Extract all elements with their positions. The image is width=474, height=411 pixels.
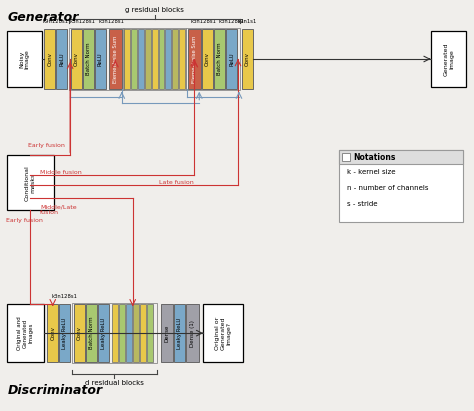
Text: ReLU: ReLU <box>229 52 234 66</box>
Bar <box>95 29 106 89</box>
Bar <box>158 29 164 89</box>
Bar <box>7 304 44 362</box>
Text: ReLU: ReLU <box>59 52 64 66</box>
Bar <box>186 28 240 90</box>
Text: k9n1s1: k9n1s1 <box>238 19 257 24</box>
Bar <box>126 304 132 362</box>
Bar <box>119 304 125 362</box>
Text: Noisy
Image: Noisy Image <box>19 49 30 69</box>
Text: Elementwise Sum: Elementwise Sum <box>113 35 118 83</box>
Text: k3n128s1: k3n128s1 <box>99 19 125 24</box>
Bar <box>226 29 237 89</box>
Text: Early fusion: Early fusion <box>28 143 65 148</box>
Text: s - stride: s - stride <box>347 201 378 207</box>
Text: k3n128s1: k3n128s1 <box>51 294 77 299</box>
Text: Conv: Conv <box>74 52 79 66</box>
Text: Elementwise Sum: Elementwise Sum <box>192 35 197 83</box>
Bar <box>74 304 85 362</box>
Text: Discriminator: Discriminator <box>8 384 103 397</box>
Bar <box>47 304 58 362</box>
Text: Batch Norm: Batch Norm <box>86 43 91 75</box>
Text: Conv: Conv <box>50 326 55 340</box>
Bar <box>145 29 151 89</box>
Text: Conv: Conv <box>245 52 250 66</box>
Bar <box>186 304 199 362</box>
Bar <box>112 304 118 362</box>
Text: k - kernel size: k - kernel size <box>347 169 396 175</box>
Text: Dense: Dense <box>164 324 170 342</box>
Text: Middle fusion: Middle fusion <box>40 170 82 175</box>
Text: Original and
Generated
Images: Original and Generated Images <box>17 316 34 350</box>
Bar <box>242 29 253 89</box>
Bar <box>137 29 144 89</box>
Text: g residual blocks: g residual blocks <box>125 7 184 13</box>
Bar <box>214 29 225 89</box>
Text: Generated
Image: Generated Image <box>443 42 454 76</box>
Bar <box>165 29 172 89</box>
Bar <box>123 28 186 90</box>
Text: Late fusion: Late fusion <box>158 180 193 185</box>
Bar <box>124 29 130 89</box>
Bar <box>72 303 156 363</box>
Bar <box>69 28 124 90</box>
Bar <box>188 29 201 89</box>
Text: ReLU: ReLU <box>98 52 103 66</box>
Text: Generator: Generator <box>8 12 79 24</box>
Bar <box>179 29 185 89</box>
Bar <box>109 29 122 89</box>
Bar <box>44 29 55 89</box>
Bar <box>140 304 146 362</box>
Text: Conv: Conv <box>77 326 82 340</box>
Bar <box>339 150 464 164</box>
Text: k9n128s1: k9n128s1 <box>42 19 68 24</box>
Bar <box>173 29 178 89</box>
Text: Middle/Late
fusion: Middle/Late fusion <box>40 205 77 215</box>
Bar <box>56 29 67 89</box>
Text: Conv: Conv <box>47 52 52 66</box>
Bar <box>161 304 173 362</box>
Bar <box>342 153 350 161</box>
Bar <box>86 304 97 362</box>
Text: k3n128s1: k3n128s1 <box>218 19 244 24</box>
Text: Batch Norm: Batch Norm <box>89 317 94 349</box>
Bar <box>133 304 139 362</box>
Text: Original or
Generated
Image?: Original or Generated Image? <box>215 316 231 350</box>
Text: k3n128s1: k3n128s1 <box>190 19 216 24</box>
Text: Conditional
masks: Conditional masks <box>25 165 36 201</box>
Text: Leaky ReLU: Leaky ReLU <box>177 317 182 349</box>
Text: Batch Norm: Batch Norm <box>217 43 222 75</box>
Text: Leaky ReLU: Leaky ReLU <box>62 317 67 349</box>
Text: n - number of channels: n - number of channels <box>347 185 429 191</box>
Text: Conv: Conv <box>205 52 210 66</box>
Bar <box>98 304 109 362</box>
Bar <box>83 29 94 89</box>
Bar <box>131 29 137 89</box>
Text: Dense (1): Dense (1) <box>190 320 195 346</box>
Bar <box>59 304 70 362</box>
Text: Notations: Notations <box>353 153 396 162</box>
Bar <box>203 304 243 362</box>
Bar <box>431 31 466 87</box>
Bar <box>152 29 157 89</box>
Bar <box>174 304 185 362</box>
Bar <box>202 29 213 89</box>
Text: k3n128s1: k3n128s1 <box>69 19 95 24</box>
Bar <box>7 31 42 87</box>
Bar <box>339 150 464 222</box>
Text: Leaky ReLU: Leaky ReLU <box>101 317 106 349</box>
Bar <box>71 29 82 89</box>
Bar <box>7 155 54 210</box>
Text: d residual blocks: d residual blocks <box>85 380 144 386</box>
Text: Early fusion: Early fusion <box>6 218 43 223</box>
Bar <box>146 304 153 362</box>
